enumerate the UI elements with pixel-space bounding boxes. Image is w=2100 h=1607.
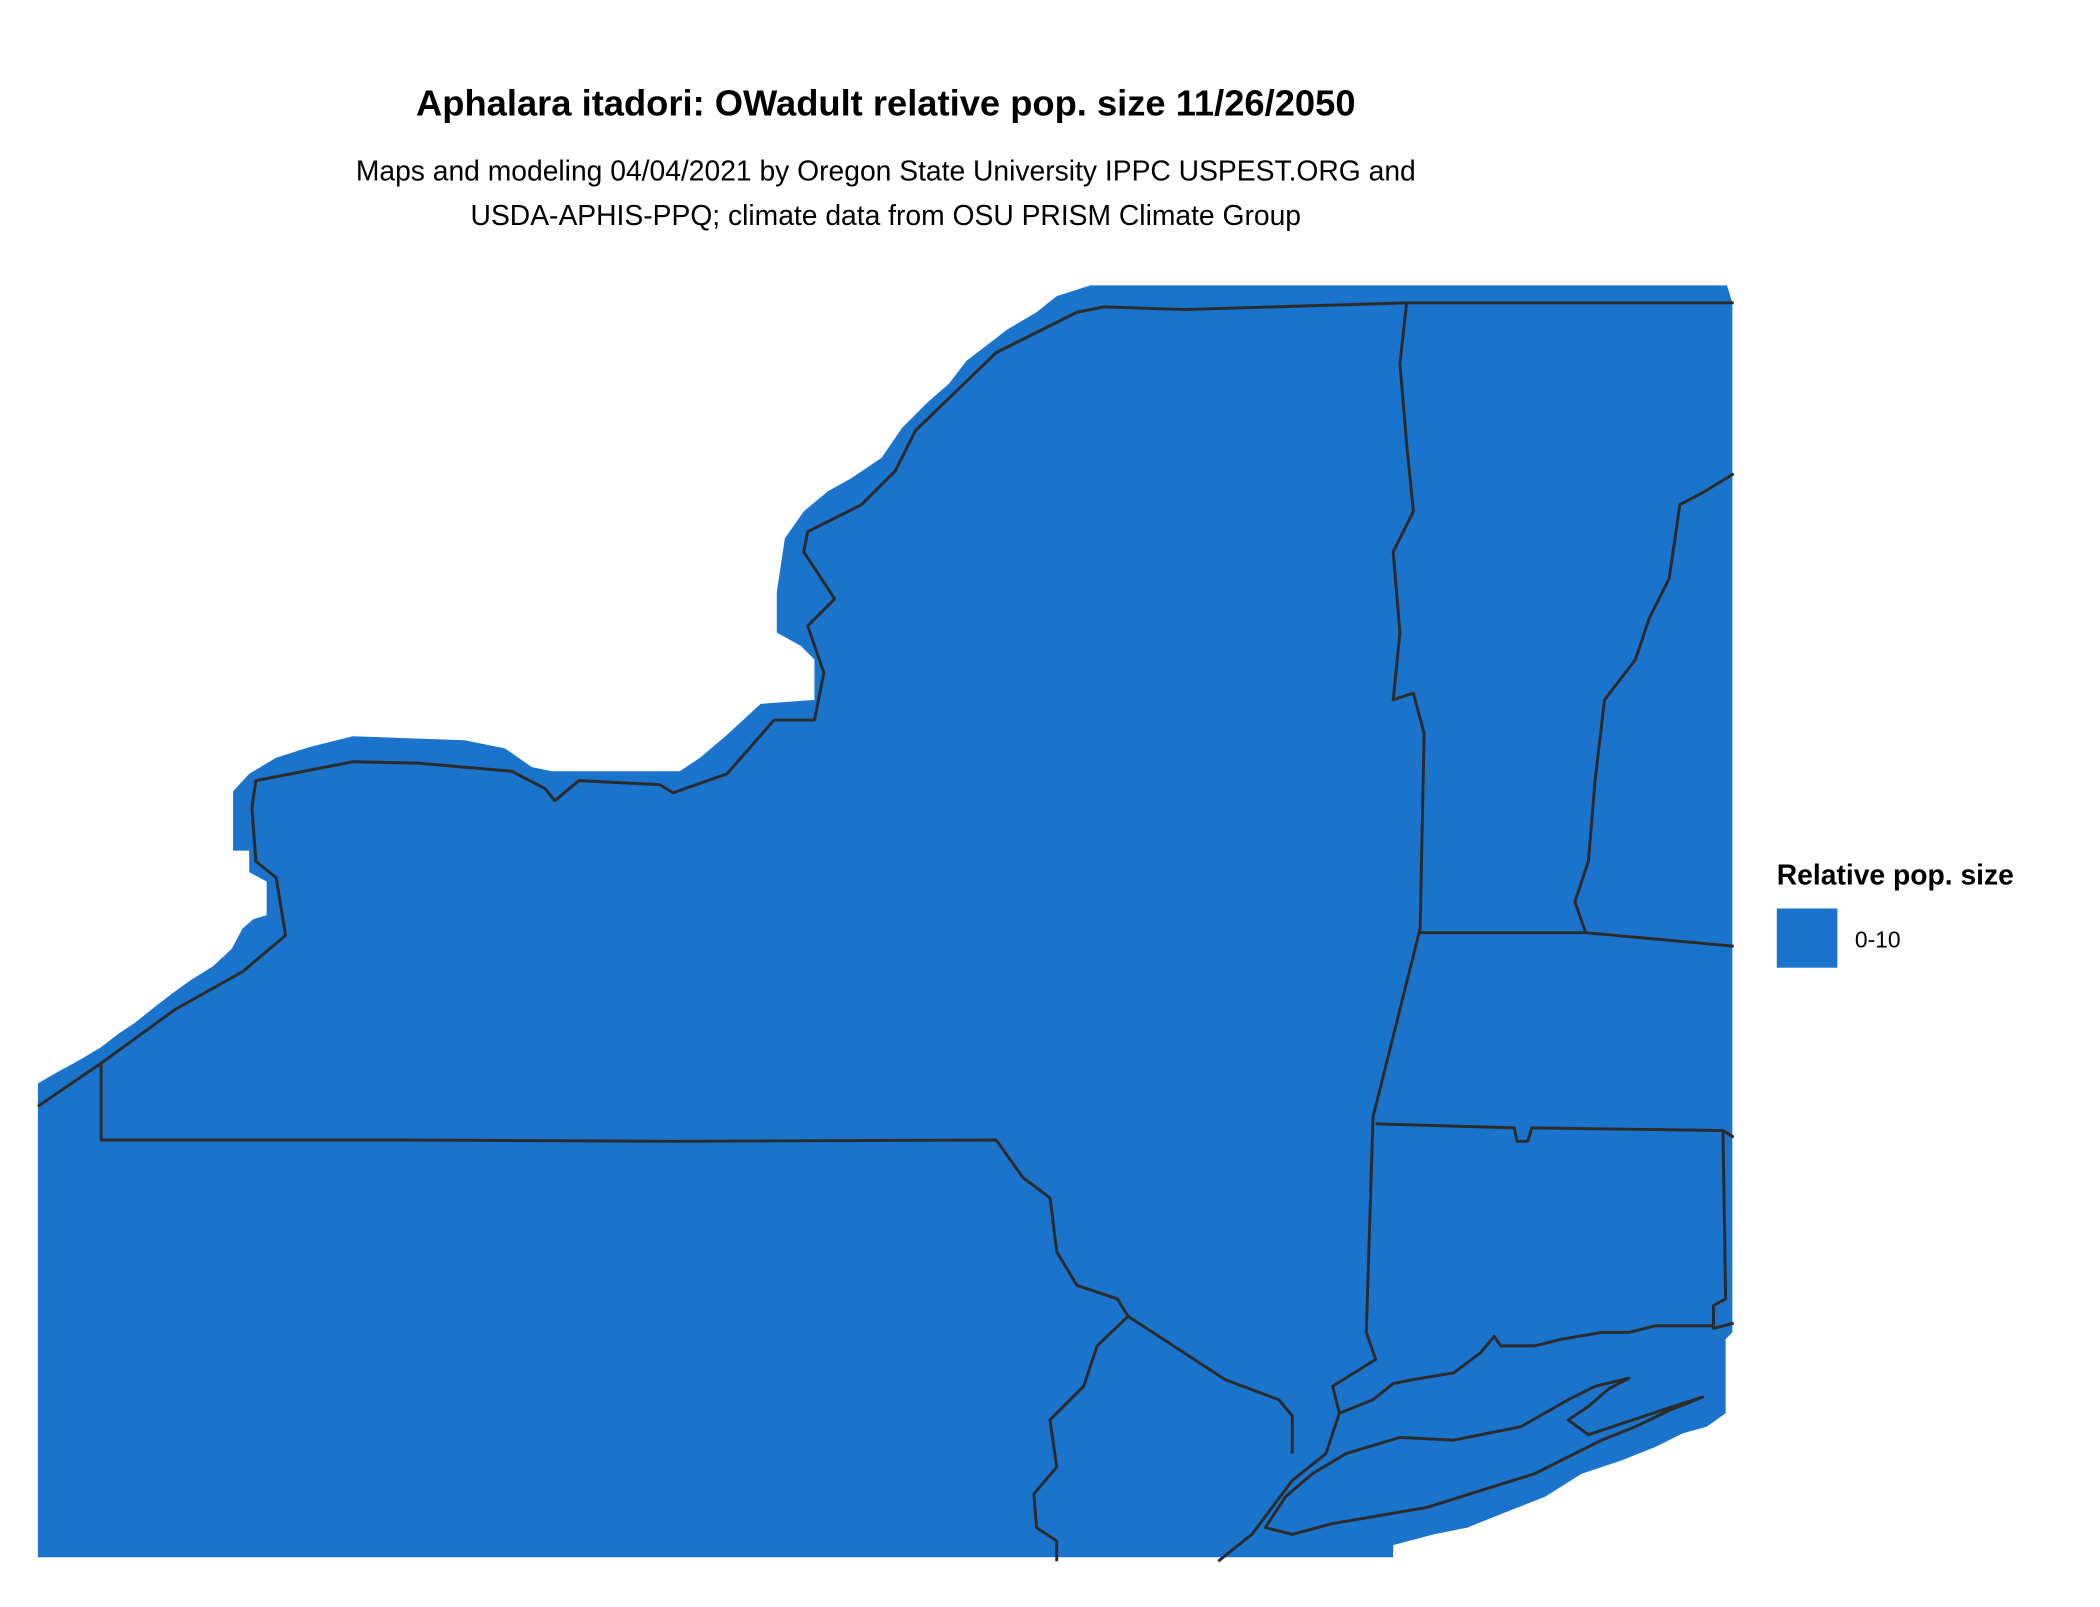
legend-swatch-0-10 xyxy=(1776,908,1838,968)
border-long-island xyxy=(1263,1376,1705,1536)
map-subtitle-line2: USDA-APHIS-PPQ; climate data from OSU PR… xyxy=(471,199,1301,231)
border-nj-pa xyxy=(1032,1315,1130,1562)
state-borders xyxy=(37,301,1735,1563)
legend: Relative pop. size 0-10 xyxy=(1776,858,2014,968)
legend-title: Relative pop. size xyxy=(1777,858,2014,890)
border-ny-east xyxy=(1217,302,1426,1563)
population-region xyxy=(37,285,1733,1558)
border-ct-coast xyxy=(1338,1324,1714,1415)
map-title: Aphalara itadori: OWadult relative pop. … xyxy=(416,83,1355,124)
border-ny-canada-lakes xyxy=(37,301,1734,1108)
border-ct-ri xyxy=(1712,1130,1735,1330)
border-vt-nh xyxy=(1573,472,1735,934)
border-ma-north xyxy=(1420,931,1734,948)
legend-label-0-10: 0-10 xyxy=(1855,927,1901,953)
map-panel xyxy=(37,285,1735,1563)
border-ny-pa xyxy=(99,1063,1294,1454)
map-subtitle-line1: Maps and modeling 04/04/2021 by Oregon S… xyxy=(356,154,1416,186)
